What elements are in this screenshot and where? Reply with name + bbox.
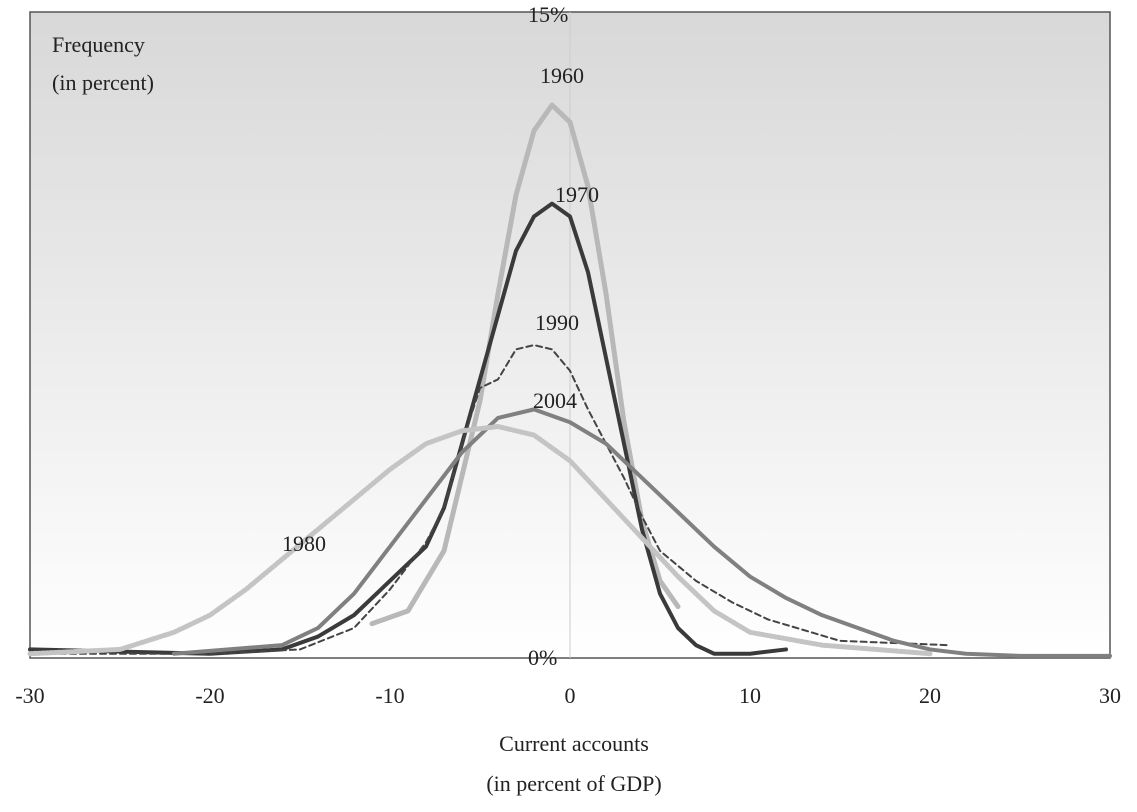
x-tick-label: -10 <box>375 683 404 708</box>
x-tick-label: 0 <box>565 683 576 708</box>
series-line <box>28 201 788 656</box>
series-label: 1970 <box>555 182 599 207</box>
series-line <box>369 102 681 627</box>
x-tick-label: -20 <box>195 683 224 708</box>
series-label: 1960 <box>540 63 584 88</box>
y-axis-label: Frequency <box>52 32 145 57</box>
y-tick-label: 0% <box>528 645 557 670</box>
x-tick-label: 10 <box>739 683 761 708</box>
series-label: 2004 <box>533 388 577 413</box>
x-tick-label: -30 <box>15 683 44 708</box>
y-axis-label: (in percent) <box>52 70 154 95</box>
y-tick-label: 15% <box>528 2 568 27</box>
series-label: 1980 <box>282 531 326 556</box>
series-line <box>27 424 933 657</box>
x-tick-label: 20 <box>919 683 941 708</box>
x-axis-label: Current accounts <box>499 731 649 756</box>
series-line <box>29 344 949 655</box>
x-axis-label: (in percent of GDP) <box>486 771 661 796</box>
series-label: 1990 <box>535 310 579 335</box>
x-tick-label: 30 <box>1099 683 1121 708</box>
series-line <box>172 407 1112 658</box>
